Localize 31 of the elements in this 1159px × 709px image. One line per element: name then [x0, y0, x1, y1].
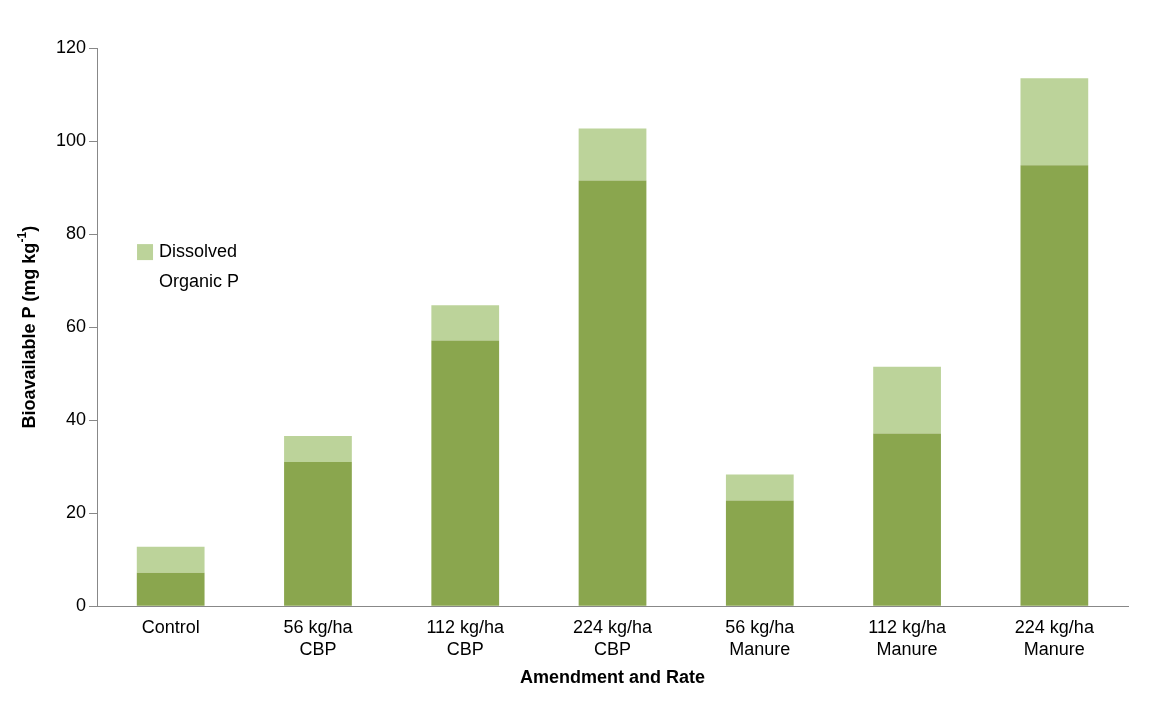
bar — [1020, 78, 1089, 166]
bar — [136, 572, 205, 606]
bar — [873, 433, 941, 606]
bar — [725, 500, 794, 606]
bar — [431, 340, 500, 606]
bar — [725, 474, 794, 501]
x-tick-label: Control — [141, 616, 200, 637]
x-tick-label: 56 kg/ha CBP — [283, 616, 354, 659]
y-tick-label: 0 — [76, 595, 87, 616]
bar — [136, 546, 205, 573]
bar — [284, 435, 352, 462]
bar — [284, 462, 352, 606]
y-tick-label: 60 — [66, 316, 87, 337]
y-tick-label: 40 — [66, 409, 87, 430]
legend-label: Dissolved Organic P — [159, 241, 240, 292]
bar — [578, 128, 647, 181]
y-tick-label: 120 — [55, 36, 87, 57]
y-tick-label: 80 — [66, 223, 87, 244]
bar — [873, 366, 941, 434]
bar — [578, 180, 647, 606]
x-tick-label: 112 kg/ha Manure — [868, 616, 947, 659]
x-tick-label: 112 kg/ha CBP — [426, 616, 506, 659]
x-tick-label: 224 kg/ha CBP — [572, 616, 654, 659]
y-tick-label: 20 — [66, 502, 87, 523]
y-axis-title: Bioavailable P (mg kg-1) — [15, 225, 39, 429]
y-tick-label: 100 — [55, 130, 87, 150]
x-tick-label: 224 kg/ha Manure — [1014, 616, 1095, 659]
x-tick-label: 56 kg/ha Manure — [725, 616, 796, 659]
x-axis-title: Amendment and Rate — [520, 667, 706, 688]
bar — [1020, 165, 1089, 606]
bar — [431, 305, 500, 341]
